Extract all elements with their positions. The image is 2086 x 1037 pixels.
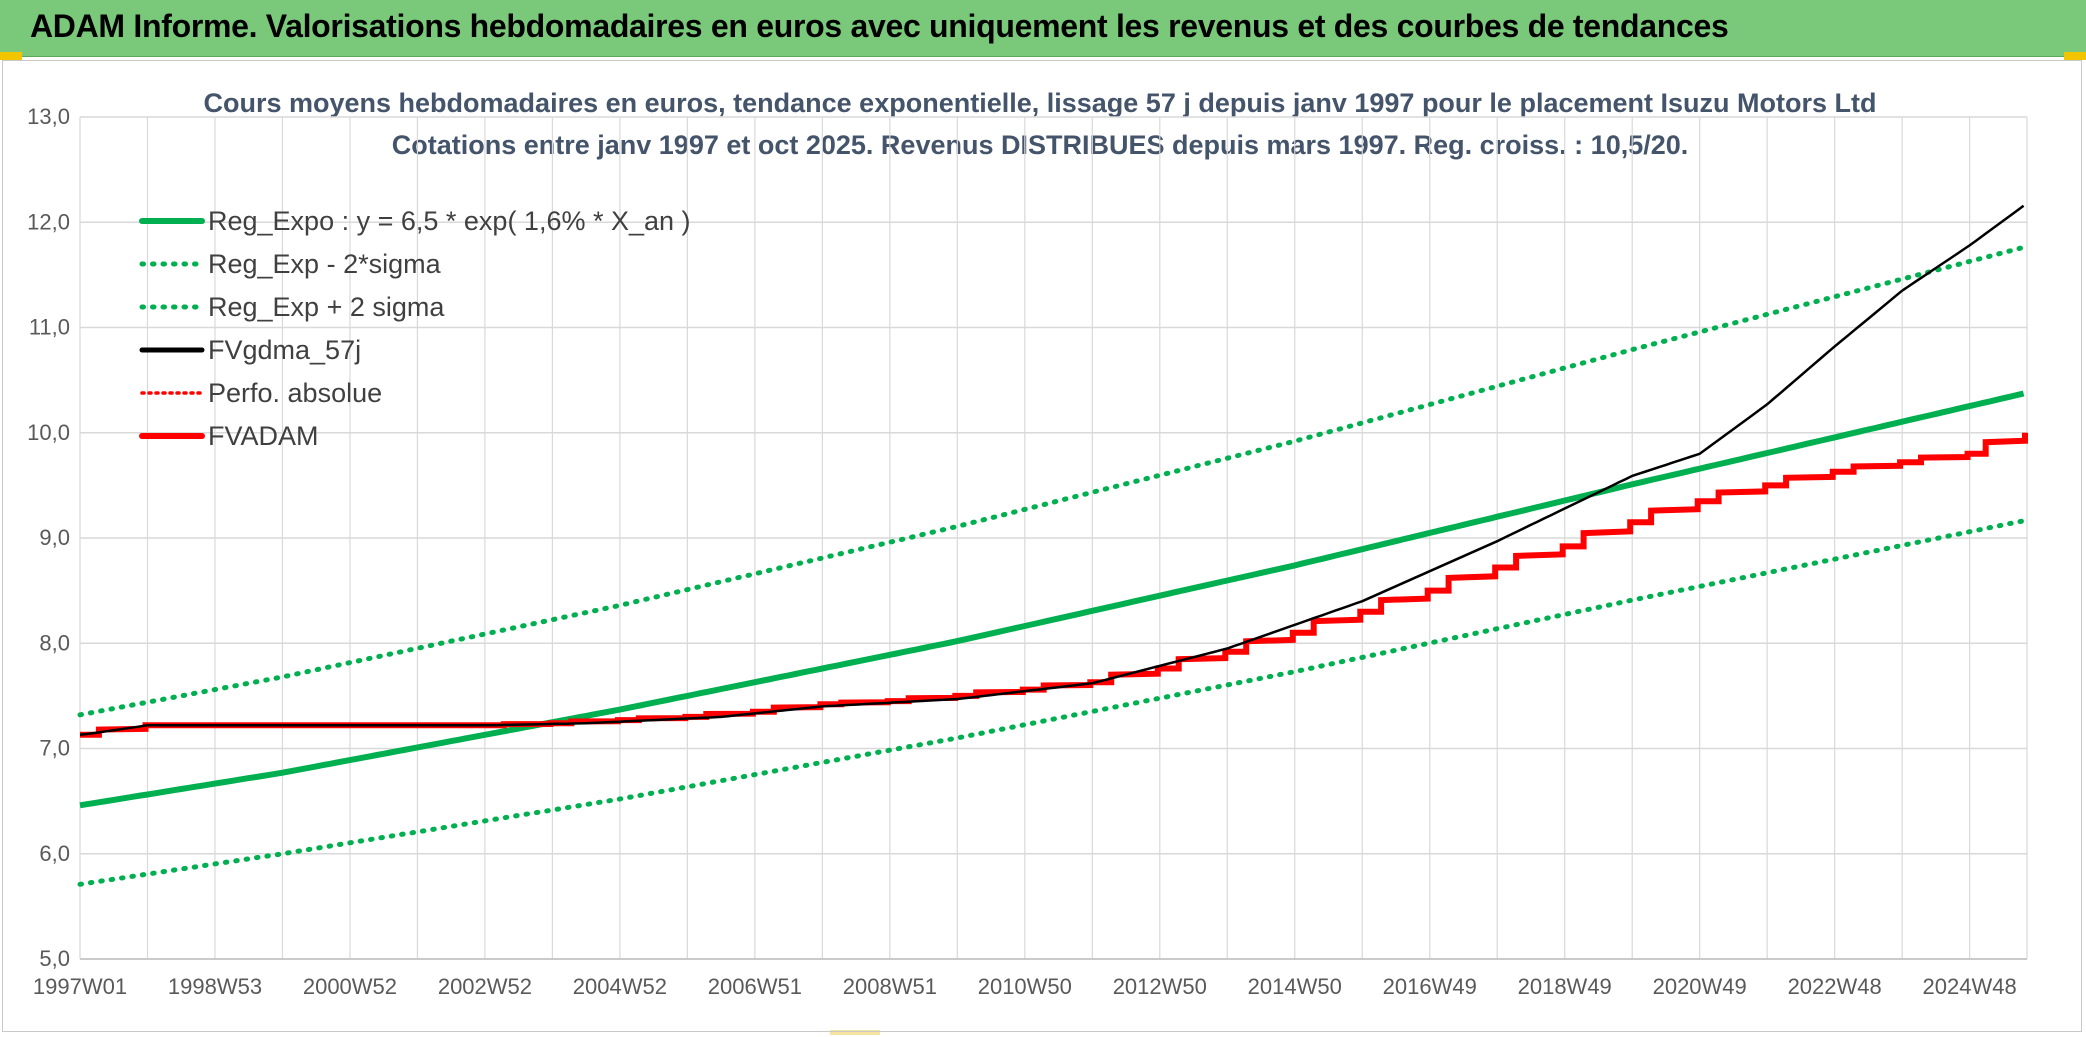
x-tick-label: 2000W52 (303, 974, 397, 999)
x-tick-label: 2010W50 (978, 974, 1072, 999)
report-title: ADAM Informe. Valorisations hebdomadaire… (30, 8, 1729, 44)
corner-marker-bottom (830, 1030, 880, 1035)
x-tick-label: 2024W48 (1923, 974, 2017, 999)
corner-marker-left (0, 52, 22, 60)
y-tick-label: 5,0 (39, 946, 70, 971)
y-tick-label: 7,0 (39, 736, 70, 761)
x-tick-label: 2022W48 (1788, 974, 1882, 999)
chart-title-line-2: Cotations entre janv 1997 et oct 2025. R… (392, 130, 1689, 160)
legend-label-2: Reg_Exp + 2 sigma (208, 292, 445, 322)
x-tick-label: 2016W49 (1383, 974, 1477, 999)
legend-label-0: Reg_Expo : y = 6,5 * exp( 1,6% * X_an ) (208, 206, 691, 236)
y-tick-label: 8,0 (39, 630, 70, 655)
x-tick-label: 2002W52 (438, 974, 532, 999)
y-axis-tick-labels: 5,0 6,0 7,0 8,0 9,0 10,0 11,0 12,0 13,0 (27, 104, 70, 971)
y-tick-label: 11,0 (29, 315, 70, 340)
y-tick-label: 12,0 (27, 209, 70, 234)
x-tick-label: 1997W01 (33, 974, 127, 999)
x-axis-tick-labels: 1997W01 1998W53 2000W52 2002W52 2004W52 2006W… (33, 974, 2017, 999)
y-tick-label: 10,0 (27, 420, 70, 445)
chart-title-line-1: Cours moyens hebdomadaires en euros, ten… (204, 88, 1877, 118)
legend-label-1: Reg_Exp - 2*sigma (208, 249, 442, 279)
legend-label-5: FVADAM (208, 421, 319, 451)
x-tick-label: 1998W53 (168, 974, 262, 999)
gridlines (79, 116, 2028, 960)
y-tick-label: 13,0 (27, 104, 70, 129)
series-fvadam (80, 432, 2028, 738)
chart-frame (2, 60, 2082, 1032)
series-layer (77, 204, 2028, 887)
report-banner: ADAM Informe. Valorisations hebdomadaire… (0, 0, 2086, 57)
x-tick-label: 2014W50 (1248, 974, 1342, 999)
x-tick-label: 2018W49 (1518, 974, 1612, 999)
x-tick-label: 2020W49 (1653, 974, 1747, 999)
y-tick-label: 9,0 (39, 525, 70, 550)
series-reg-expo (79, 390, 2025, 809)
y-tick-label: 6,0 (39, 841, 70, 866)
legend-label-3: FVgdma_57j (208, 335, 361, 365)
x-tick-label: 2008W51 (843, 974, 937, 999)
corner-marker-right (2064, 52, 2086, 60)
x-tick-label: 2004W52 (573, 974, 667, 999)
series-reg-exp-minus-2sigma (77, 518, 2027, 887)
chart-legend: Reg_Expo : y = 6,5 * exp( 1,6% * X_an ) R… (139, 206, 691, 451)
x-tick-label: 2006W51 (708, 974, 802, 999)
series-fvgdma-57j (79, 204, 2025, 737)
x-tick-label: 2012W50 (1113, 974, 1207, 999)
legend-label-4: Perfo. absolue (208, 378, 382, 408)
